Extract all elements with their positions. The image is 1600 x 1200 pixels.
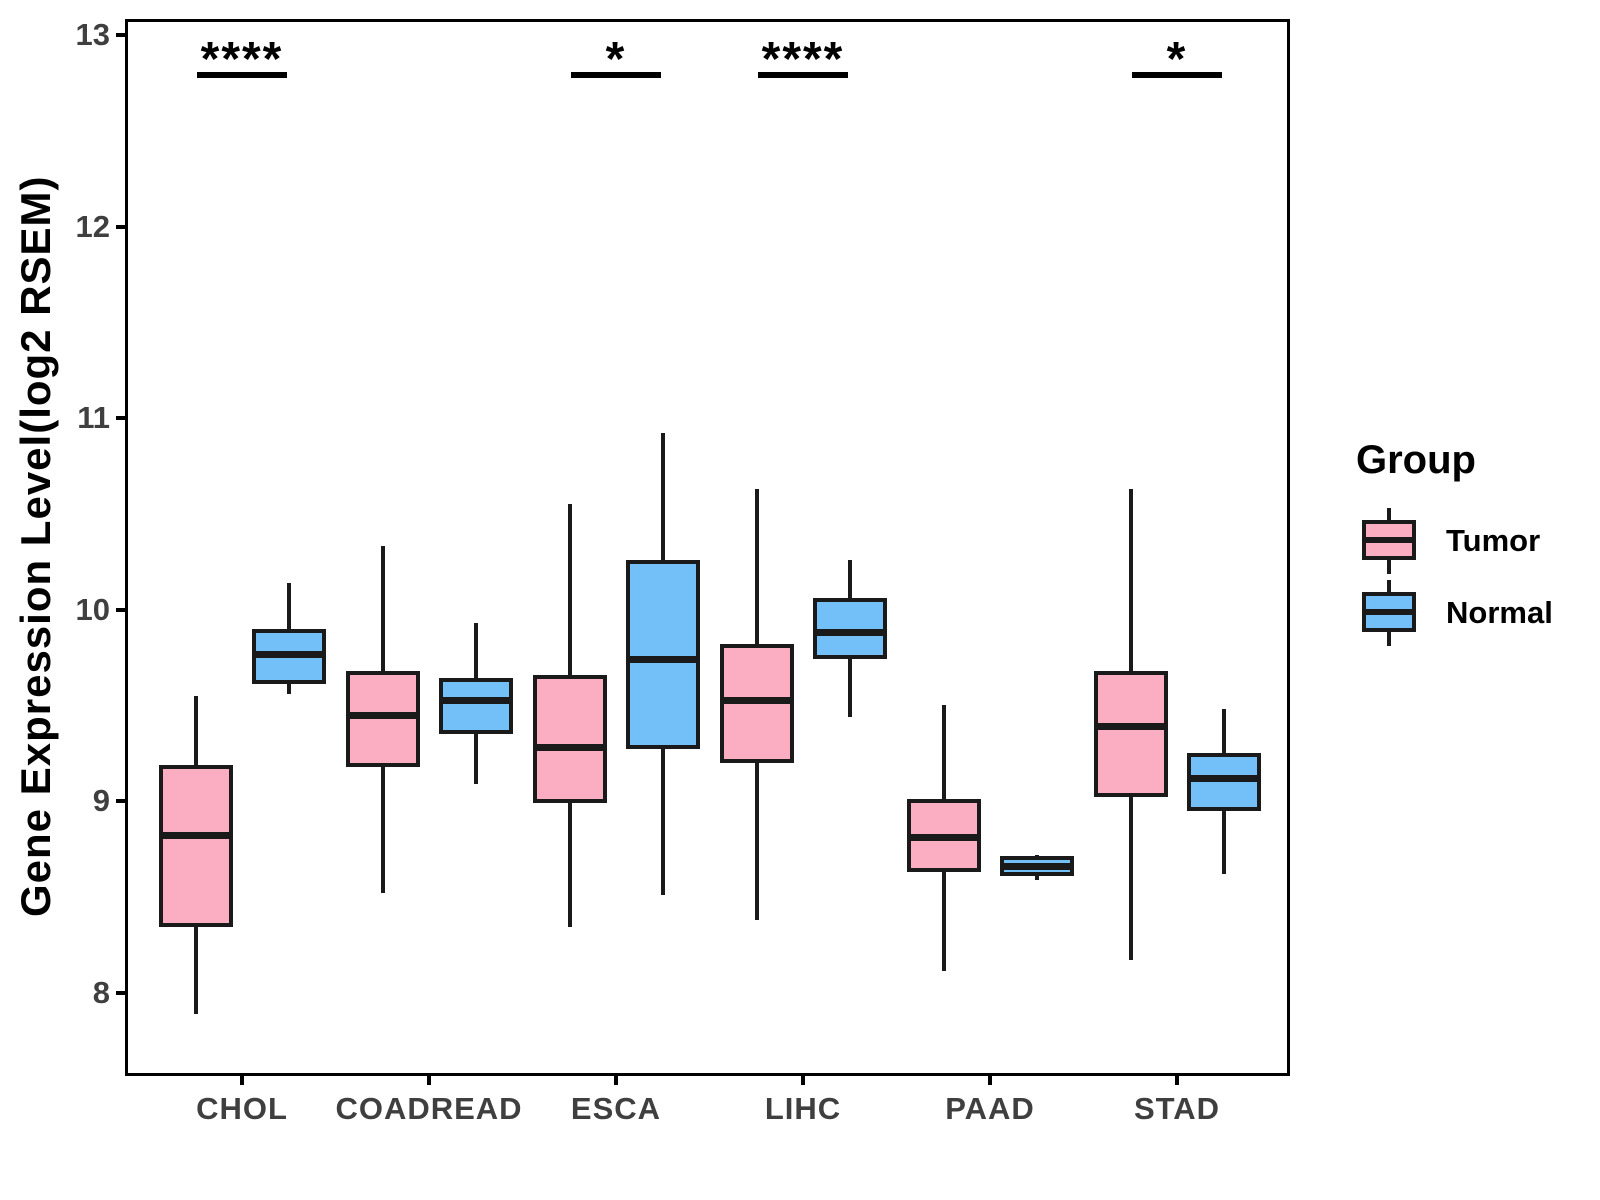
box-tumor-COADREAD: [346, 671, 420, 767]
significance-bar-CHOL: [197, 72, 287, 78]
x-tick-label: ESCA: [570, 1091, 662, 1126]
legend-key-tumor: [1362, 508, 1416, 574]
x-axis-tick: [427, 1073, 431, 1085]
median-tumor-PAAD: [907, 834, 981, 841]
legend-label-normal: Normal: [1446, 595, 1553, 630]
median-normal-STAD: [1187, 775, 1261, 782]
box-tumor-CHOL: [159, 765, 233, 927]
y-axis-tick: [116, 33, 128, 37]
x-axis-tick: [988, 1073, 992, 1085]
legend-title: Group: [1356, 438, 1476, 482]
significance-bar-STAD: [1132, 72, 1222, 78]
x-tick-label: COADREAD: [335, 1091, 523, 1126]
significance-label-CHOL: ****: [200, 33, 284, 86]
plot-panel: **** * **** *: [125, 19, 1290, 1076]
x-axis-tick: [614, 1073, 618, 1085]
y-tick-label: 10: [75, 592, 110, 627]
x-axis-tick: [801, 1073, 805, 1085]
significance-label-ESCA: *: [605, 33, 627, 86]
box-tumor-STAD: [1094, 671, 1168, 797]
x-tick-label: STAD: [1133, 1091, 1221, 1126]
median-normal-LIHC: [813, 629, 887, 636]
legend-item-tumor: Tumor: [1362, 505, 1553, 577]
y-tick-label: 9: [92, 783, 110, 818]
y-axis-tick: [116, 799, 128, 803]
x-axis-tick: [1175, 1073, 1179, 1085]
box-normal-COADREAD: [439, 678, 513, 734]
legend-item-normal: Normal: [1362, 577, 1553, 649]
box-normal-STAD: [1187, 753, 1261, 811]
median-tumor-LIHC: [720, 697, 794, 704]
legend-items: Tumor Normal: [1362, 505, 1553, 649]
y-tick-label: 11: [77, 400, 110, 435]
legend-key-normal: [1362, 580, 1416, 646]
box-normal-ESCA: [626, 560, 700, 749]
legend-key-whisker-bottom: [1387, 632, 1391, 646]
median-tumor-COADREAD: [346, 712, 420, 719]
median-normal-PAAD: [1000, 863, 1074, 870]
legend-key-whisker-top: [1387, 508, 1391, 520]
median-normal-ESCA: [626, 656, 700, 663]
x-tick-label: CHOL: [196, 1091, 288, 1126]
significance-bar-LIHC: [758, 72, 848, 78]
median-tumor-STAD: [1094, 723, 1168, 730]
box-normal-LIHC: [813, 598, 887, 659]
y-tick-label: 12: [75, 209, 110, 244]
median-tumor-ESCA: [533, 744, 607, 751]
legend-key-median: [1362, 609, 1416, 615]
y-axis-tick: [116, 225, 128, 229]
median-tumor-CHOL: [159, 832, 233, 839]
significance-label-LIHC: ****: [761, 33, 845, 86]
legend-label-tumor: Tumor: [1446, 523, 1541, 558]
median-normal-COADREAD: [439, 697, 513, 704]
y-axis-tick: [116, 608, 128, 612]
x-tick-label: LIHC: [764, 1091, 842, 1126]
box-tumor-ESCA: [533, 675, 607, 803]
significance-label-STAD: *: [1166, 33, 1188, 86]
x-tick-label: PAAD: [945, 1091, 1035, 1126]
legend-key-whisker-top: [1387, 580, 1391, 592]
y-axis-tick: [116, 991, 128, 995]
legend-key-median: [1362, 537, 1416, 543]
y-tick-label: 13: [75, 17, 110, 52]
significance-bar-ESCA: [571, 72, 661, 78]
legend-key-whisker-bottom: [1387, 560, 1391, 574]
y-tick-label: 8: [92, 975, 110, 1010]
y-axis-tick: [116, 416, 128, 420]
median-normal-CHOL: [252, 651, 326, 658]
y-axis-title: Gene Expression Level(log2 RSEM): [12, 175, 59, 918]
x-axis-tick: [240, 1073, 244, 1085]
